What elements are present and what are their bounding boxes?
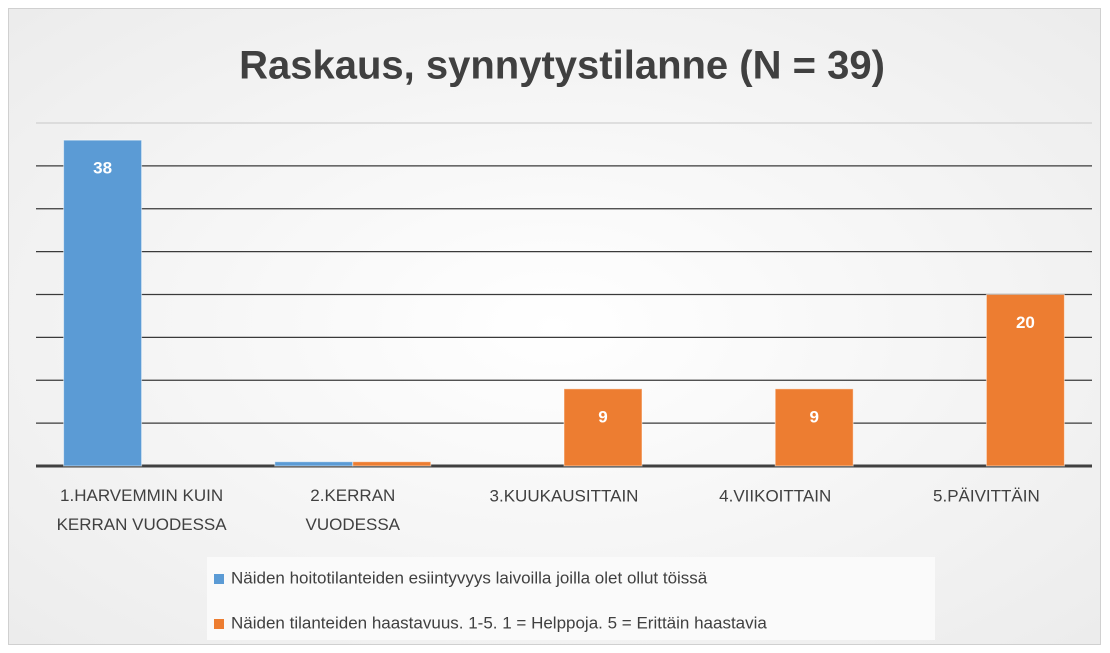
chart-frame: [8, 8, 1101, 645]
bar: [985, 294, 1065, 467]
data-label: 20: [1016, 313, 1035, 332]
bar: [563, 388, 643, 467]
bar: [274, 461, 354, 467]
data-label: 38: [93, 159, 112, 178]
bar: [774, 388, 854, 467]
legend-label: Näiden hoitotilanteiden esiintyvyys laiv…: [231, 568, 708, 587]
data-label: 9: [598, 407, 607, 426]
legend-label: Näiden tilanteiden haastavuus. 1-5. 1 = …: [231, 613, 767, 632]
data-label: 9: [809, 407, 818, 426]
x-tick-label: 3.KUUKAUSITTAIN: [490, 486, 639, 505]
legend-box: [207, 557, 935, 640]
x-tick-label: 5.PÄIVITTÄIN: [933, 486, 1040, 505]
x-tick-label: 2.KERRAN VUODESSA: [306, 486, 401, 534]
chart-title: Raskaus, synnytystilanne (N = 39): [239, 44, 885, 88]
legend-swatch: [214, 574, 224, 584]
bar: [352, 461, 432, 467]
legend-swatch: [214, 619, 224, 629]
x-tick-label: 4.VIIKOITTAIN: [719, 486, 831, 505]
x-tick-label: 1.HARVEMMIN KUIN KERRAN VUODESSA: [57, 486, 228, 534]
bar: [63, 139, 143, 467]
